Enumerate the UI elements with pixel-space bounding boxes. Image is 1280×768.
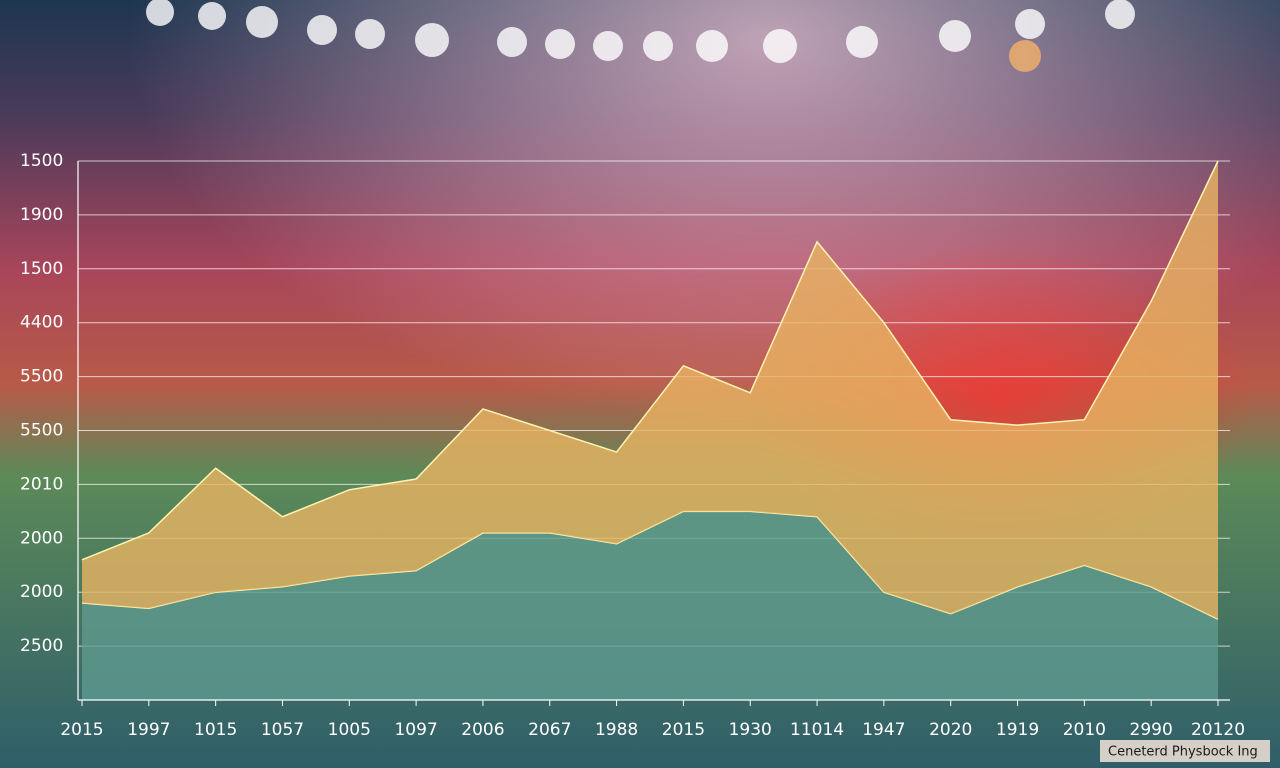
x-tick-label: 2006 [461,720,504,740]
y-tick-label: 2010 [20,474,63,494]
x-tick-label: 20120 [1191,720,1245,740]
x-tick-label: 2015 [662,720,705,740]
y-tick-label: 1500 [20,259,63,279]
x-tick-label: 1919 [996,720,1039,740]
x-tick-label: 1097 [394,720,437,740]
x-tick-label: 1947 [862,720,905,740]
stadium-lights [146,0,1135,72]
y-tick-label: 5500 [20,421,63,441]
x-tick-label: 2020 [929,720,972,740]
y-tick-label: 1900 [20,205,63,225]
x-tick-label: 2990 [1130,720,1173,740]
x-tick-label: 11014 [790,720,844,740]
x-tick-label: 1997 [127,720,170,740]
x-tick-label: 2015 [60,720,103,740]
area-edge [81,160,1219,561]
x-tick-label: 1005 [328,720,371,740]
x-tick-label: 2010 [1063,720,1106,740]
x-tick-label: 2067 [528,720,571,740]
y-tick-label: 5500 [20,367,63,387]
x-tick-label: 1930 [729,720,772,740]
x-tick-label: 1015 [194,720,237,740]
x-tick-label: 1988 [595,720,638,740]
y-tick-label: 2500 [20,636,63,656]
area [82,161,1218,620]
y-tick-label: 1500 [20,151,63,171]
y-tick-label: 2000 [20,582,63,602]
area [82,511,1218,700]
y-tick-label: 2000 [20,528,63,548]
x-tick-label: 1057 [261,720,304,740]
y-tick-label: 4400 [20,313,63,333]
caption-box [1100,740,1270,762]
caption: Ceneterd Physbock Ing [1108,745,1258,760]
